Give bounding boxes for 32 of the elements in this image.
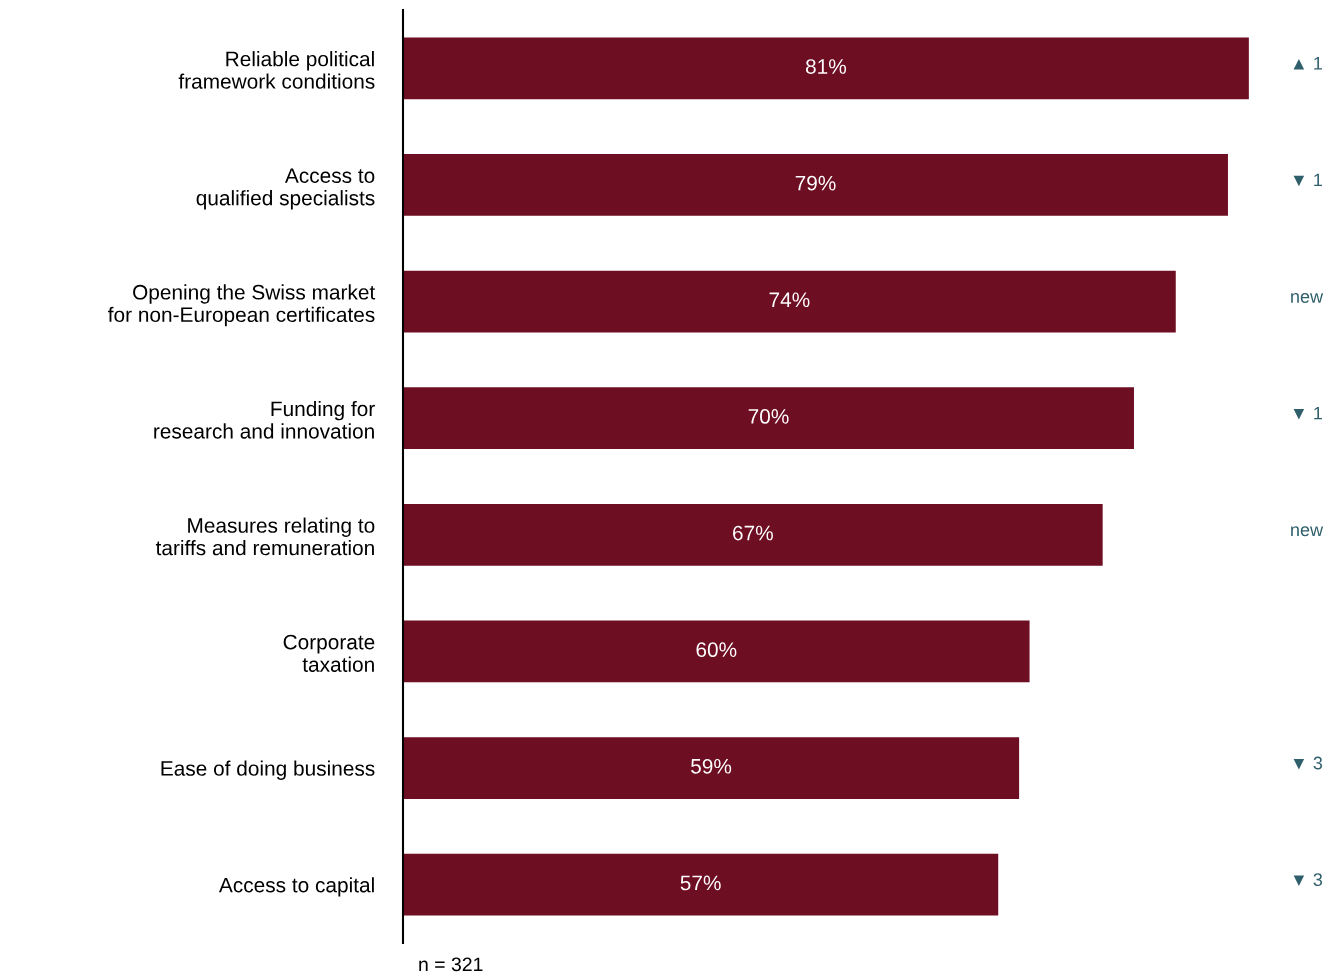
y2-tick-label: new [1291,293,1324,303]
y2-tick-label: new [1291,526,1324,537]
y-tick-label: Ease of doing business [161,760,375,780]
data-label: 57% [680,875,721,891]
bar [403,154,1228,216]
y2-tick-label: ▲ 1 [1293,57,1322,70]
data-label: 59% [691,758,732,774]
y2-tick-label: ▼ 3 [1293,756,1323,770]
y-tick-label: Measures relating to tariffs and remuneration [155,517,375,556]
data-label: 70% [748,409,789,424]
bar [403,37,1249,100]
bar [403,387,1134,450]
y-tick-label: Funding for research and innovation [154,400,375,439]
y-tick-label: Corporate taxation [283,634,375,672]
y2-tick-label: ▼ 1 [1293,173,1322,187]
y2-tick-label: ▼ 3 [1293,873,1323,887]
y-tick-label: Access to capital [218,877,374,897]
text: n = 321 [419,957,483,972]
bar [403,620,1030,683]
bar [403,853,999,916]
y2-tick-label: ▼ 1 [1293,406,1322,420]
y-tick-label: Reliable political framework conditions [178,51,375,89]
data-label: 79% [795,175,836,191]
y-tick-label: Opening the Swiss market for non-European certificates [108,284,376,327]
bar [403,737,1020,799]
y-tick-label: Access to qualified specialists [196,168,375,210]
data-label: 67% [733,525,773,541]
data-label: 60% [696,642,737,658]
data-label: 81% [805,59,847,74]
bar [403,503,1103,566]
data-label: 74% [769,292,810,308]
bar [403,270,1176,333]
